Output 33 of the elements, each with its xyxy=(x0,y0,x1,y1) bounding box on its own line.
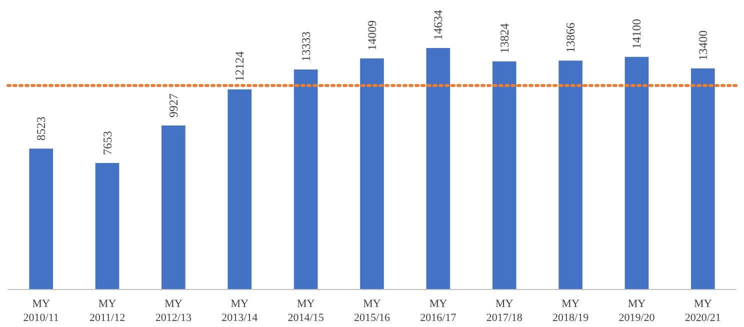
bar xyxy=(624,56,649,289)
bar xyxy=(690,68,715,289)
data-label: 13333 xyxy=(298,31,313,62)
bar xyxy=(95,162,120,289)
x-tick-label: MY 2019/20 xyxy=(618,298,656,324)
x-tick-label: MY 2011/12 xyxy=(89,298,126,324)
x-tick-label: MY 2016/17 xyxy=(420,298,457,324)
data-label: 13824 xyxy=(497,23,512,54)
data-label: 8523 xyxy=(34,116,48,141)
x-tick-label: MY 2015/16 xyxy=(354,298,391,324)
bar xyxy=(294,69,318,289)
bar xyxy=(426,48,450,289)
x-tick-label: MY 2014/15 xyxy=(288,298,324,324)
x-tick-label: MY 2010/11 xyxy=(23,298,59,324)
data-label: 13400 xyxy=(696,30,710,60)
data-label: 14100 xyxy=(630,18,644,49)
data-label: 7653 xyxy=(100,130,114,155)
data-label: 12124 xyxy=(232,51,247,82)
data-label: 9927 xyxy=(166,94,180,118)
data-label: 14634 xyxy=(431,10,446,40)
bar xyxy=(162,126,186,289)
bar xyxy=(228,89,252,289)
data-label: 14009 xyxy=(365,20,379,50)
x-tick-label: MY 2018/19 xyxy=(552,298,590,324)
x-tick-label: MY 2013/14 xyxy=(222,298,258,324)
bar xyxy=(29,148,54,289)
bar xyxy=(360,58,384,289)
x-tick-label: MY 2017/18 xyxy=(486,298,523,324)
x-tick-label: MY 2020/21 xyxy=(684,298,721,324)
data-label: 13866 xyxy=(564,22,578,53)
x-tick-label: MY 2012/13 xyxy=(155,298,192,324)
bar xyxy=(558,60,582,289)
bar xyxy=(492,61,516,289)
